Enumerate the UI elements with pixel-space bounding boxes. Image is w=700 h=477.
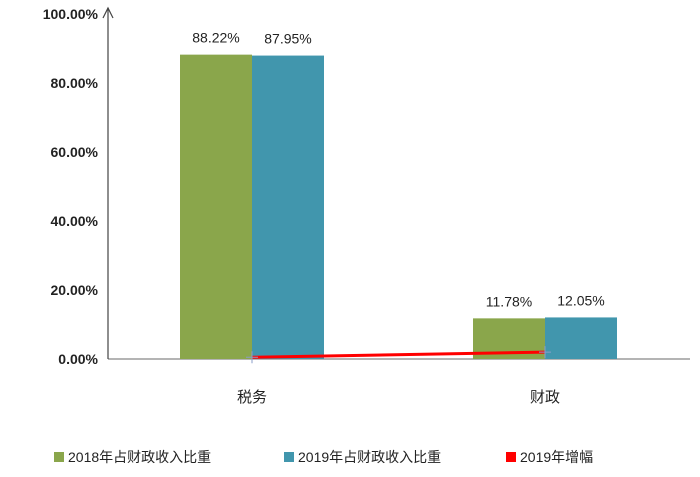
y-axis-arrow-icon <box>102 6 114 19</box>
legend-label-2: 2019年占财政收入比重 <box>298 449 441 465</box>
y-tick-label: 80.00% <box>51 75 99 91</box>
legend-swatch-3 <box>506 452 516 462</box>
y-tick-label: 20.00% <box>51 282 99 298</box>
y-tick-label: 0.00% <box>58 351 98 367</box>
data-label: 11.78% <box>486 293 532 309</box>
data-label: 87.95% <box>264 31 311 47</box>
x-category-label: 财政 <box>530 389 560 406</box>
legend-label-1: 2018年占财政收入比重 <box>68 449 211 465</box>
x-category-label: 税务 <box>237 389 267 406</box>
bar-2-1 <box>252 55 324 359</box>
y-tick-label: 40.00% <box>51 213 99 229</box>
y-tick-label: 100.00% <box>43 6 99 22</box>
line-marker-2 <box>539 346 551 359</box>
bar-2-2 <box>545 317 617 359</box>
legend-swatch-2 <box>284 452 294 462</box>
bar-1-1 <box>180 54 252 360</box>
data-label: 88.22% <box>192 30 239 46</box>
legend-label-3: 2019年增幅 <box>520 449 593 465</box>
line-marker-1 <box>246 351 258 364</box>
data-label: 12.05% <box>557 292 604 308</box>
legend-swatch-1 <box>54 452 64 462</box>
y-tick-label: 60.00% <box>51 144 99 160</box>
line-series-growth <box>251 350 546 359</box>
